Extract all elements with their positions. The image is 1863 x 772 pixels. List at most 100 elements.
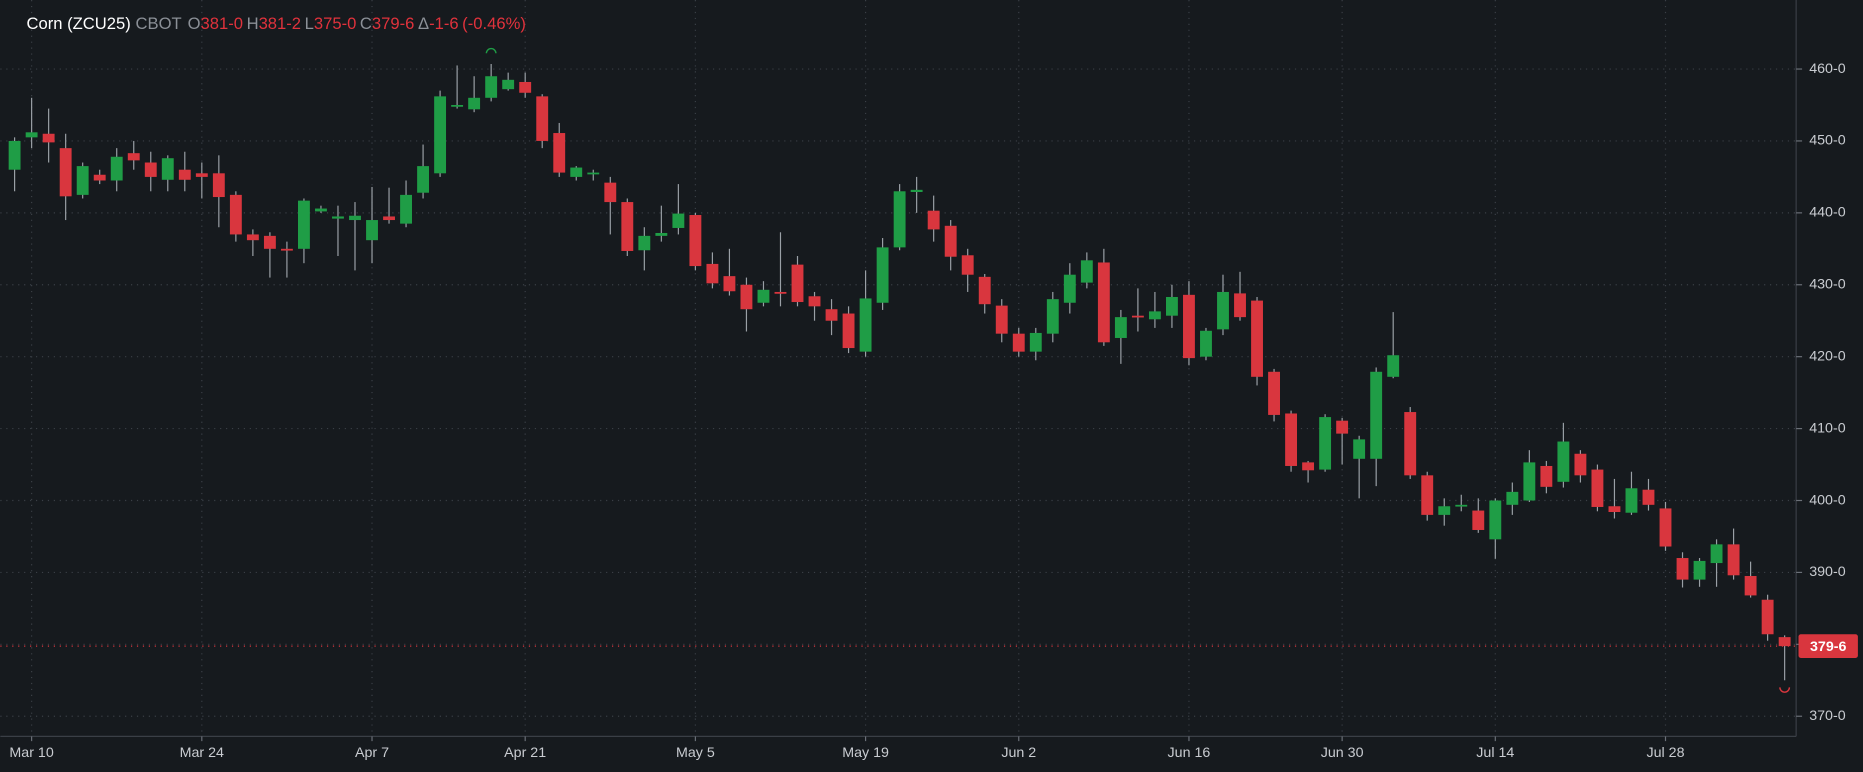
x-tick-label: Jun 2 [1001,745,1036,761]
candle-body [1200,330,1212,357]
candle-body [944,225,957,257]
candle-body [740,284,753,310]
candle-body [1557,441,1570,482]
x-tick-label: Mar 10 [9,745,53,761]
candle-body [1574,453,1587,476]
x-tick-label: May 19 [842,745,889,761]
candle-body [621,202,634,251]
candle-body [842,313,855,349]
candle-body [1165,296,1178,316]
period-high-marker [485,47,497,54]
candle-body [927,210,940,230]
candle-body [1046,299,1059,334]
candle-body [995,305,1008,334]
candle-body [1455,504,1468,507]
candle-body [144,162,157,177]
period-low-marker [1779,687,1791,693]
candle-body [451,104,464,107]
candle-body [1114,317,1127,338]
x-tick-label: Jun 30 [1321,745,1364,761]
change-label: Δ [418,14,429,33]
candle-body [400,194,412,224]
candle-body [212,173,225,198]
candle-body [417,166,430,193]
candle-body [280,248,293,251]
candle-body [1489,500,1502,540]
candle-body [127,153,140,161]
candle-body [536,96,549,141]
candle-body [195,173,208,177]
candle-body [893,191,906,248]
x-tick-label: Mar 24 [180,745,224,761]
candle-body [229,194,242,235]
candle-body [502,79,515,90]
candle-body [1710,544,1723,564]
x-tick-label: Apr 21 [504,745,546,761]
low-label: L [305,14,314,33]
candle-body [1642,489,1655,505]
candle-body [825,309,838,321]
chart-header: Corn (ZCU25) CBOT O381-0 H381-2 L375-0 C379-6… [26,14,525,33]
candle-body [1761,599,1774,635]
candle-body [587,172,600,175]
candle-body [1506,491,1519,505]
candle-body [1676,558,1689,580]
candle-body [655,232,668,236]
candle-body [723,276,736,292]
x-tick-label: Jul 28 [1646,745,1684,761]
candle-body [1063,274,1076,303]
y-tick-label: 460-0 [1809,61,1846,77]
candle-body [76,166,89,195]
candle-body [383,216,395,221]
candle-body [689,215,702,267]
candle-body [1659,508,1672,547]
candle-body [161,158,174,180]
candles [8,47,1791,693]
candle-body [1727,544,1740,576]
candle-body [1778,637,1791,647]
candle-body [706,263,719,284]
candle-body [42,133,55,143]
candle-body [1744,576,1757,596]
open-label: O [188,14,201,33]
candle-body [297,200,310,249]
candle-body [1608,506,1621,513]
candle-body [1625,488,1638,513]
candle-body [246,234,259,241]
candle-body [93,174,106,181]
candle-body [570,167,583,177]
high-label: H [247,14,259,33]
open-value: 381-0 [201,14,243,33]
y-tick-label: 420-0 [1809,348,1846,364]
low-value: 375-0 [314,14,356,33]
candle-body [978,276,991,305]
candle-body [59,148,72,197]
change-percent: (-0.46%) [462,14,526,33]
symbol: Corn (ZCU25) [26,14,130,33]
candle-body [110,156,123,181]
candle-body [434,96,447,174]
candle-body [1148,311,1161,320]
candle-body [1183,294,1195,359]
candle-body [1080,260,1093,283]
candle-body [485,76,498,98]
candle-body [1012,333,1025,352]
exchange: CBOT [136,14,182,33]
candle-body [1217,291,1229,330]
candle-body [1523,462,1536,501]
candle-body [1472,510,1485,530]
candle-body [1438,506,1451,515]
y-tick-label: 430-0 [1809,277,1846,293]
candle-body [859,298,872,352]
x-tick-label: May 5 [676,745,715,761]
candle-body [638,235,651,251]
candle-body [1302,462,1315,471]
candle-body [1540,465,1553,487]
x-tick-label: Jun 16 [1168,745,1211,761]
axes: 370-0380-0390-0400-0410-0420-0430-0440-0… [0,61,1858,761]
candle-body [519,81,532,93]
y-tick-label: 410-0 [1809,420,1846,436]
candle-body [8,140,21,170]
